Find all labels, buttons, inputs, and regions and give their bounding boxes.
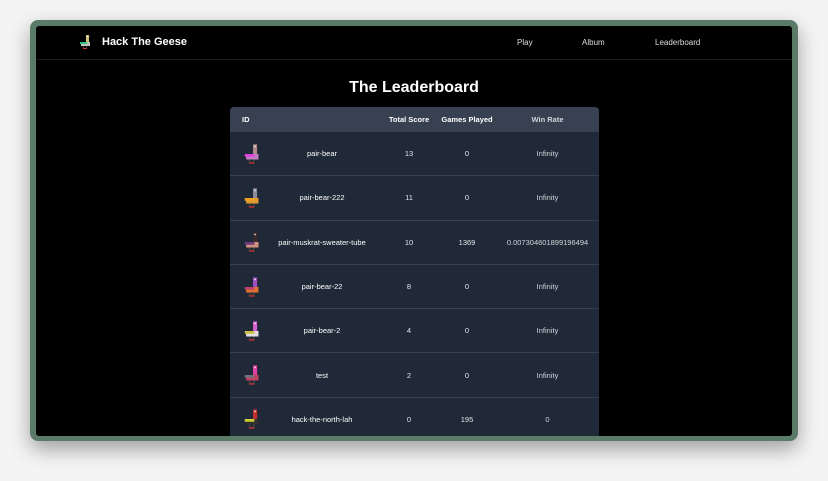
header-id: ID xyxy=(242,115,250,124)
table-row: pair-bear 13 0 Infinity xyxy=(230,132,599,177)
games-played: 195 xyxy=(460,414,474,424)
nav-link-leaderboard[interactable]: Leaderboard xyxy=(655,38,701,47)
header-win-rate: Win Rate xyxy=(531,115,564,124)
table-row: pair-bear-222 11 0 Infinity xyxy=(230,176,599,221)
navbar: Hack The Geese Play Album Leaderboard xyxy=(36,26,792,60)
total-score: 11 xyxy=(405,193,413,203)
win-rate: Infinity xyxy=(536,370,559,380)
games-played: 0 xyxy=(464,370,470,380)
goose-avatar-icon xyxy=(244,232,260,252)
goose-avatar-icon xyxy=(244,365,260,385)
games-played: 1369 xyxy=(458,237,476,247)
player-id: hack-the-north-lah xyxy=(291,414,353,424)
games-played: 0 xyxy=(464,282,470,292)
nav-link-album[interactable]: Album xyxy=(582,38,605,47)
brand-title: Hack The Geese xyxy=(102,36,187,48)
win-rate: Infinity xyxy=(536,149,559,159)
header-total-score: Total Score xyxy=(388,115,430,124)
browser-viewport: Hack The Geese Play Album Leaderboard Th… xyxy=(36,26,792,436)
nav-link-play[interactable]: Play xyxy=(517,38,533,47)
total-score: 13 xyxy=(404,149,414,159)
total-score: 4 xyxy=(406,326,412,336)
goose-avatar-icon xyxy=(244,276,260,297)
table-row: pair-bear-2 4 0 Infinity xyxy=(230,309,599,354)
header-games-played: Games Played xyxy=(441,115,493,124)
games-played: 0 xyxy=(464,149,470,159)
win-rate: Infinity xyxy=(536,326,559,336)
table-row: hack-the-north-lah 0 195 0 xyxy=(230,398,599,436)
table-row: pair-muskrat-sweater-tube 10 1369 0.0073046… xyxy=(230,221,599,265)
games-played: 0 xyxy=(464,193,470,203)
total-score: 8 xyxy=(406,282,412,292)
goose-avatar-icon xyxy=(244,188,260,208)
player-id: pair-bear-22 xyxy=(301,282,343,292)
total-score: 2 xyxy=(406,370,412,380)
player-id: pair-bear-222 xyxy=(299,193,345,203)
player-id: test xyxy=(315,370,329,380)
window-frame: Hack The Geese Play Album Leaderboard Th… xyxy=(30,20,798,441)
player-id: pair-muskrat-sweater-tube xyxy=(278,237,366,247)
table-row: test 2 0 Infinity xyxy=(230,353,599,398)
table-header: ID Total Score Games Played Win Rate xyxy=(230,107,599,132)
win-rate: 0 xyxy=(545,414,550,424)
goose-avatar-icon xyxy=(244,409,260,430)
player-id: pair-bear xyxy=(306,149,337,159)
goose-avatar-icon xyxy=(244,144,260,164)
games-played: 0 xyxy=(464,326,470,336)
win-rate: Infinity xyxy=(536,282,559,292)
table-row: pair-bear-22 8 0 Infinity xyxy=(230,265,599,310)
total-score: 0 xyxy=(406,414,412,424)
total-score: 10 xyxy=(404,237,414,247)
win-rate: Infinity xyxy=(536,193,559,203)
win-rate: 0.007304601899196494 xyxy=(506,237,589,247)
page-title: The Leaderboard xyxy=(349,79,479,96)
goose-logo-icon xyxy=(80,35,91,49)
brand-link[interactable]: Hack The Geese xyxy=(78,34,187,50)
leaderboard-table: ID Total Score Games Played Win Rate pai… xyxy=(230,107,599,436)
goose-avatar-icon xyxy=(244,321,260,341)
player-id: pair-bear-2 xyxy=(303,326,341,336)
